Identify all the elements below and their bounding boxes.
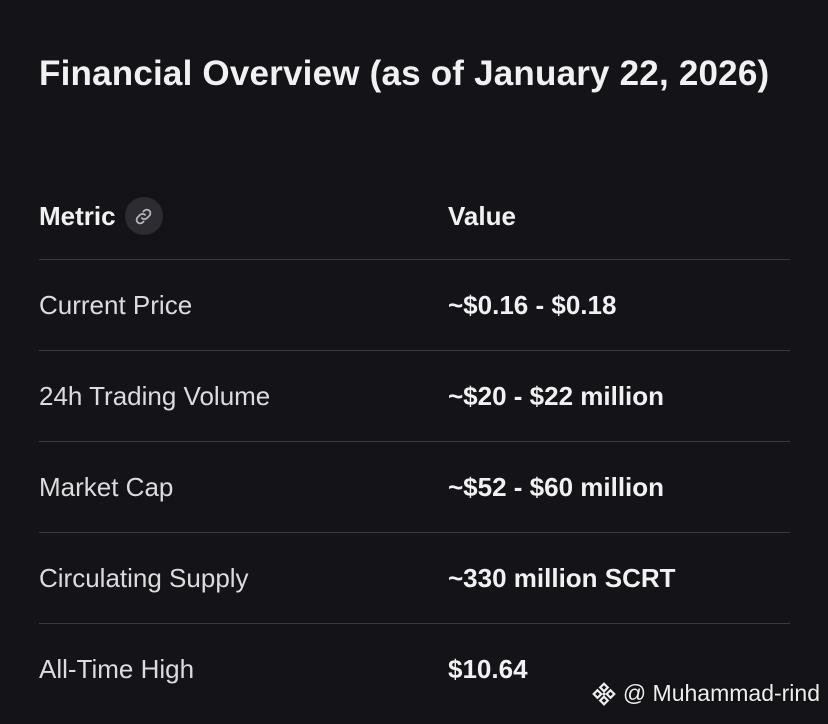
financial-table: Metric Value Current Price ~$0.16 - $0.1…: [39, 173, 790, 714]
metric-cell: Circulating Supply: [39, 562, 249, 593]
watermark: @ Muhammad-rind: [591, 680, 820, 707]
copy-link-button[interactable]: [124, 197, 163, 235]
column-header-metric-label: Metric: [39, 200, 116, 231]
watermark-text: @ Muhammad-rind: [622, 680, 820, 706]
value-cell: ~$20 - $22 million: [448, 380, 665, 411]
link-icon: [135, 208, 152, 224]
column-header-value: Value: [448, 200, 516, 231]
metric-cell: 24h Trading Volume: [39, 380, 271, 411]
table-row: Circulating Supply ~330 million SCRT: [39, 533, 790, 624]
value-cell: ~330 million SCRT: [448, 562, 676, 593]
value-cell: ~$52 - $60 million: [448, 471, 665, 502]
value-cell: $10.64: [448, 653, 528, 684]
table-row: Current Price ~$0.16 - $0.18: [39, 260, 790, 351]
table-row: All-Time High $10.64: [39, 624, 790, 714]
table-row: 24h Trading Volume ~$20 - $22 million: [39, 351, 790, 442]
binance-square-icon: [591, 681, 617, 707]
table-row: Market Cap ~$52 - $60 million: [39, 442, 790, 533]
metric-cell: Market Cap: [39, 471, 174, 502]
value-cell: ~$0.16 - $0.18: [448, 289, 617, 320]
page-title: Financial Overview (as of January 22, 20…: [39, 54, 770, 93]
table-header-row: Metric Value: [39, 173, 790, 260]
metric-cell: Current Price: [39, 289, 193, 320]
metric-cell: All-Time High: [39, 653, 195, 684]
column-header-metric: Metric: [39, 173, 163, 259]
